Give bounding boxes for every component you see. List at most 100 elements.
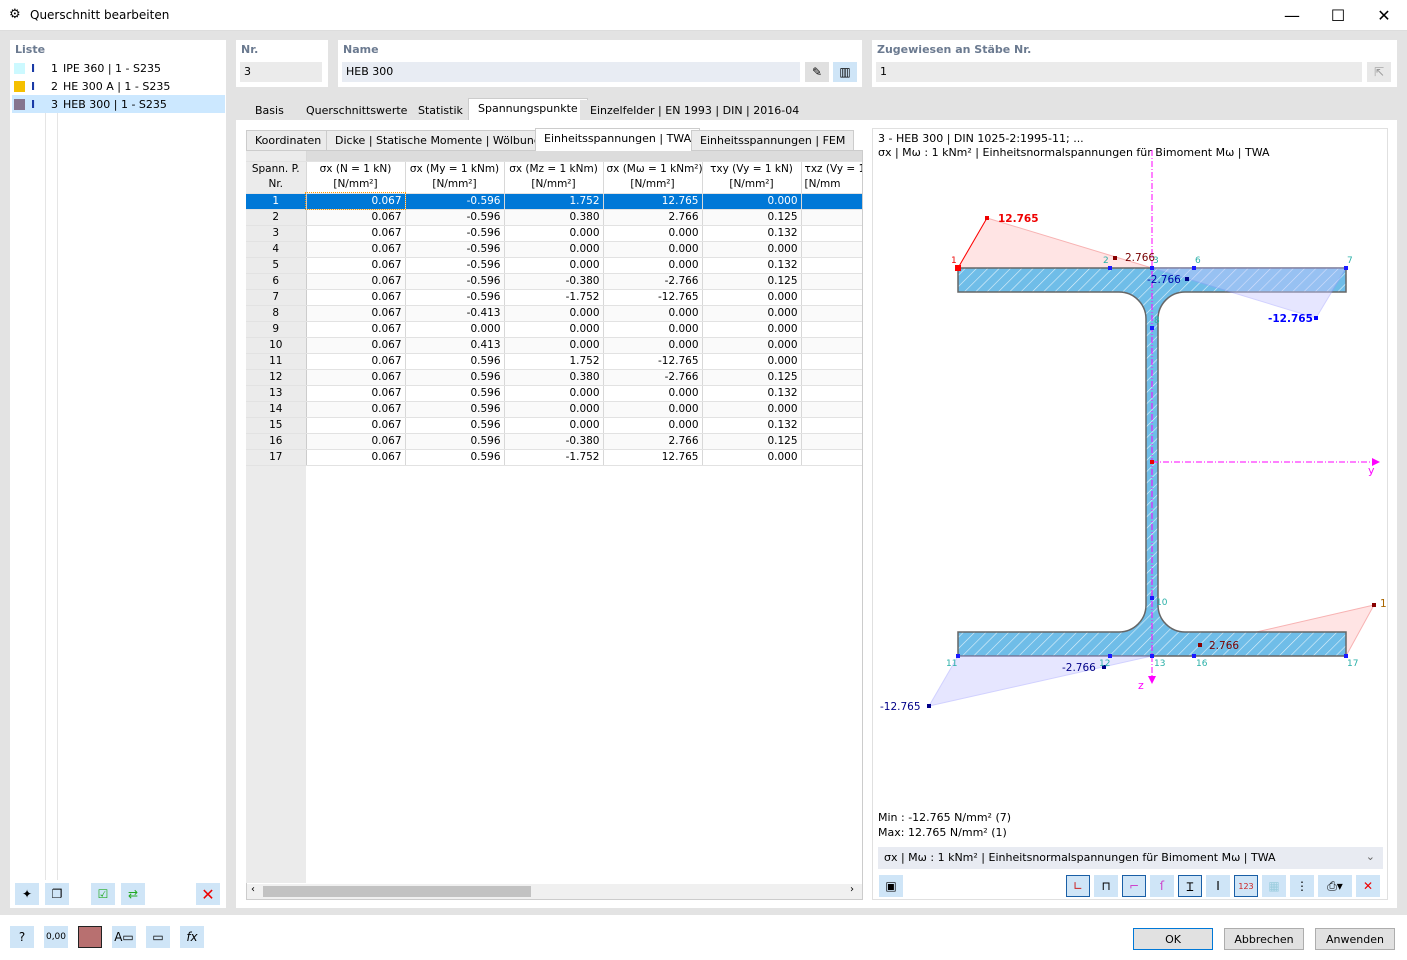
tab-spannungspunkte[interactable]: Spannungspunkte <box>468 98 588 120</box>
stress-points-icon[interactable]: Ɪ <box>1178 875 1202 897</box>
table-cell[interactable]: 0.132 <box>702 385 802 402</box>
table-cell[interactable]: 0.000 <box>702 449 802 466</box>
ok-button[interactable]: OK <box>1133 928 1213 950</box>
table-cell[interactable]: 0.067 <box>306 241 406 258</box>
name-field[interactable]: HEB 300 <box>342 62 800 82</box>
table-row[interactable]: 17 0.067 0.596 -1.752 12.765 0.000 <box>246 449 862 466</box>
table-cell[interactable] <box>801 241 862 258</box>
table-cell[interactable]: 0.067 <box>306 273 406 290</box>
nr-field[interactable]: 3 <box>240 62 322 82</box>
table-row[interactable]: 14 0.067 0.596 0.000 0.000 0.000 <box>246 401 862 418</box>
table-cell[interactable] <box>801 321 862 338</box>
outline-icon[interactable]: ∟ <box>1066 875 1090 897</box>
row-number[interactable]: 9 <box>246 321 307 338</box>
table-row[interactable]: 5 0.067 -0.596 0.000 0.000 0.132 <box>246 257 862 274</box>
table-cell[interactable]: 0.000 <box>603 401 703 418</box>
table-row[interactable]: 9 0.067 0.000 0.000 0.000 0.000 <box>246 321 862 338</box>
table-cell[interactable]: 0.000 <box>504 257 604 274</box>
table-cell[interactable]: 0.067 <box>306 401 406 418</box>
assigned-field[interactable]: 1 <box>876 62 1362 82</box>
table-cell[interactable]: 0.000 <box>702 241 802 258</box>
table-cell[interactable]: 1.752 <box>504 193 604 210</box>
table-cell[interactable]: 0.000 <box>603 385 703 402</box>
table-cell[interactable]: 2.766 <box>603 209 703 226</box>
row-number[interactable]: 2 <box>246 209 307 226</box>
scroll-left-icon[interactable]: ‹ <box>251 884 255 895</box>
row-number[interactable]: 3 <box>246 225 307 242</box>
table-cell[interactable]: 0.000 <box>603 225 703 242</box>
table-cell[interactable]: 0.067 <box>306 289 406 306</box>
table-cell[interactable]: 0.000 <box>504 305 604 322</box>
table-cell[interactable]: 0.000 <box>603 417 703 434</box>
numbering-icon[interactable]: 123 <box>1234 875 1258 897</box>
row-number[interactable]: 10 <box>246 337 307 354</box>
chevron-down-icon[interactable]: ⌄ <box>1365 850 1375 863</box>
result-type-select[interactable]: σx | Mω : 1 kNm² | Einheitsnormalspannun… <box>878 847 1383 869</box>
table-cell[interactable]: 0.000 <box>702 193 802 210</box>
table-cell[interactable]: 0.596 <box>405 433 505 450</box>
zoom-reset-icon[interactable]: ✕ <box>1356 875 1380 897</box>
list-item[interactable]: I 2 HE 300 A | 1 - S235 <box>12 77 225 95</box>
table-row[interactable]: 10 0.067 0.413 0.000 0.000 0.000 <box>246 337 862 354</box>
table-cell[interactable]: 0.000 <box>603 305 703 322</box>
table-cell[interactable]: 0.596 <box>405 449 505 466</box>
table-cell[interactable] <box>801 433 862 450</box>
print-button[interactable]: ⎙▾ <box>1318 875 1352 897</box>
table-cell[interactable]: 0.000 <box>702 289 802 306</box>
table-cell[interactable] <box>801 225 862 242</box>
table-cell[interactable]: 0.000 <box>702 401 802 418</box>
table-cell[interactable]: -0.596 <box>405 209 505 226</box>
table-cell[interactable] <box>801 401 862 418</box>
table-cell[interactable]: 0.413 <box>405 337 505 354</box>
table-cell[interactable] <box>801 417 862 434</box>
maximize-button[interactable]: ☐ <box>1330 6 1346 25</box>
table-cell[interactable]: 0.596 <box>405 353 505 370</box>
tab-basis[interactable]: Basis <box>245 100 294 120</box>
table-row[interactable]: 15 0.067 0.596 0.000 0.000 0.132 <box>246 417 862 434</box>
table-cell[interactable]: 0.000 <box>702 337 802 354</box>
table-cell[interactable]: 0.000 <box>603 337 703 354</box>
table-cell[interactable]: 0.380 <box>504 209 604 226</box>
shear-center-icon[interactable]: ſ <box>1150 875 1174 897</box>
table-cell[interactable]: 0.067 <box>306 369 406 386</box>
table-cell[interactable]: 0.067 <box>305 192 406 210</box>
delete-button[interactable]: ✕ <box>196 883 220 905</box>
table-cell[interactable]: 0.596 <box>405 417 505 434</box>
table-cell[interactable]: 0.067 <box>306 257 406 274</box>
subtab-koordinaten[interactable]: Koordinaten <box>246 130 331 151</box>
row-number[interactable]: 4 <box>246 241 307 258</box>
table-cell[interactable]: -1.752 <box>504 289 604 306</box>
table-cell[interactable]: 1.752 <box>504 353 604 370</box>
table-cell[interactable]: 0.000 <box>405 321 505 338</box>
table-cell[interactable]: 12.765 <box>603 193 703 210</box>
grid-icon[interactable]: ▦ <box>1262 875 1286 897</box>
table-cell[interactable]: -0.380 <box>504 273 604 290</box>
row-number[interactable]: 6 <box>246 273 307 290</box>
table-row[interactable]: 2 0.067 -0.596 0.380 2.766 0.125 <box>246 209 862 226</box>
table-cell[interactable]: 0.000 <box>702 353 802 370</box>
table-cell[interactable] <box>801 369 862 386</box>
table-row[interactable]: 11 0.067 0.596 1.752 -12.765 0.000 <box>246 353 862 370</box>
section-icon[interactable]: I <box>1206 875 1230 897</box>
horizontal-scrollbar[interactable]: ‹ › <box>247 884 862 899</box>
table-cell[interactable]: -0.596 <box>405 257 505 274</box>
table-row[interactable]: 6 0.067 -0.596 -0.380 -2.766 0.125 <box>246 273 862 290</box>
table-cell[interactable] <box>801 449 862 466</box>
cancel-button[interactable]: Abbrechen <box>1224 928 1304 950</box>
table-cell[interactable]: 0.380 <box>504 369 604 386</box>
table-cell[interactable]: 0.067 <box>306 305 406 322</box>
table-cell[interactable]: -0.596 <box>405 193 505 210</box>
table-row[interactable]: 13 0.067 0.596 0.000 0.000 0.132 <box>246 385 862 402</box>
table-cell[interactable]: 0.596 <box>405 385 505 402</box>
library-button[interactable]: ▥ <box>833 62 857 82</box>
subtab-dicke[interactable]: Dicke | Statische Momente | Wölbung <box>326 130 550 151</box>
table-cell[interactable]: 0.132 <box>702 257 802 274</box>
row-number[interactable]: 14 <box>246 401 307 418</box>
table-cell[interactable]: 0.125 <box>702 433 802 450</box>
table-cell[interactable]: 0.067 <box>306 337 406 354</box>
table-row[interactable]: 3 0.067 -0.596 0.000 0.000 0.132 <box>246 225 862 242</box>
table-cell[interactable]: 0.000 <box>504 417 604 434</box>
color-icon[interactable] <box>78 926 102 948</box>
table-cell[interactable]: 0.000 <box>702 321 802 338</box>
row-number[interactable]: 12 <box>246 369 307 386</box>
